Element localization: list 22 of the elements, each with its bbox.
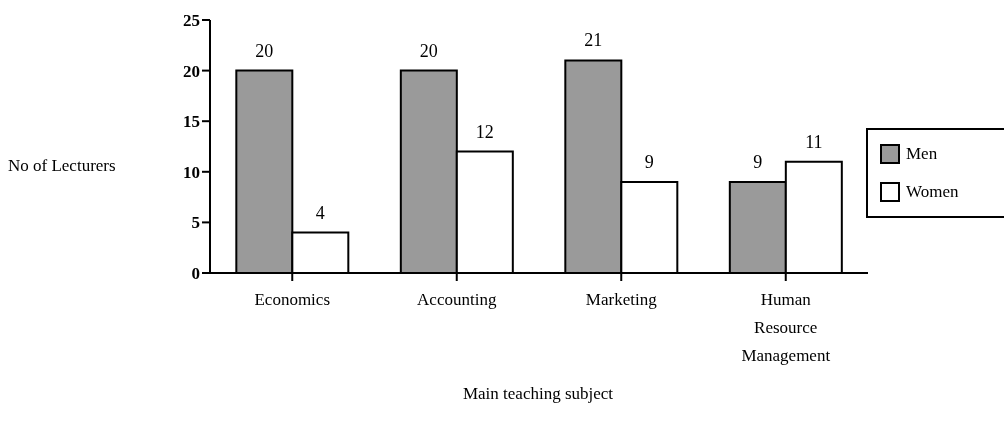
y-tick-label: 20 (183, 61, 200, 81)
x-tick-label: Economics (254, 290, 331, 309)
x-axis-title: Main teaching subject (461, 384, 615, 404)
data-label: 4 (315, 202, 325, 223)
data-label: 9 (644, 151, 654, 172)
data-label: 12 (475, 121, 494, 142)
y-tick-label: 0 (191, 264, 200, 284)
y-tick-label: 25 (183, 11, 200, 31)
legend-label: Women (906, 182, 959, 202)
x-tick-label: Human Resource Management (741, 290, 831, 365)
data-label: 9 (753, 151, 763, 172)
y-tick-label: 10 (183, 162, 200, 182)
legend-label: Men (906, 144, 938, 164)
x-tick-label: Accounting (417, 290, 497, 309)
data-label: 20 (255, 40, 274, 61)
data-label: 20 (419, 40, 438, 61)
y-tick-label: 15 (183, 112, 200, 132)
data-label: 11 (805, 131, 823, 152)
y-axis-title: No of Lecturers (8, 156, 116, 176)
x-tick-label: Marketing (585, 290, 658, 309)
data-label: 21 (584, 30, 603, 51)
y-tick-label: 5 (191, 213, 200, 233)
